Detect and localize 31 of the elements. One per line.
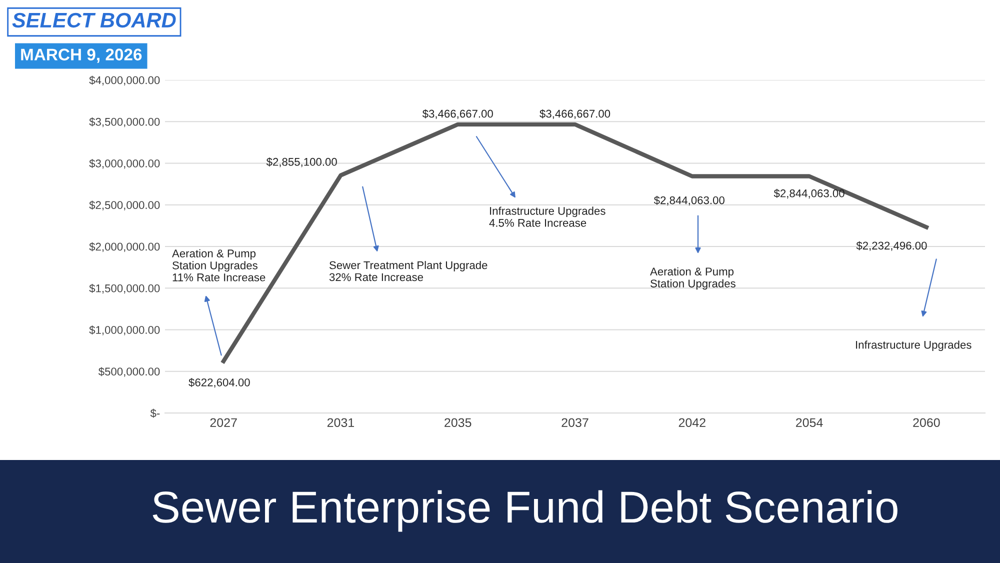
x-tick-label: 2042 <box>678 418 706 428</box>
y-tick-label: $2,000,000.00 <box>89 242 160 252</box>
annotation: Sewer Treatment Plant Upgrade 32% Rate Increase <box>329 260 488 282</box>
annotation: Aeration & Pump Station Upgrades 11% Rate Increase <box>172 249 266 282</box>
data-label: $2,855,100.00 <box>266 157 337 168</box>
y-tick-label: $3,000,000.00 <box>89 159 160 169</box>
y-tick-label: $2,500,000.00 <box>89 200 160 210</box>
x-tick-label: 2037 <box>562 418 588 428</box>
x-tick-label: 2035 <box>444 418 472 428</box>
data-label: $2,844,063.00 <box>774 188 844 199</box>
y-tick-label: $1,500,000.00 <box>89 284 160 294</box>
annotation: Aeration & Pump Station Upgrades <box>650 267 736 290</box>
y-tick-label: $3,500,000.00 <box>89 117 160 128</box>
y-tick-label: $500,000.00 <box>98 367 160 377</box>
y-tick-label: $1,000,000.00 <box>89 326 160 336</box>
annotation: Infrastructure Upgrades 4.5% Rate Increase <box>489 206 606 227</box>
text: MARCH 9, 2026 <box>21 48 142 63</box>
x-tick-label: 2054 <box>796 418 823 428</box>
data-label: $2,844,063.00 <box>654 196 724 206</box>
annotation: Infrastructure Upgrades <box>856 340 972 351</box>
x-tick-label: 2027 <box>210 418 237 428</box>
x-tick-label: 2060 <box>913 418 940 428</box>
data-label: $2,232,496.00 <box>856 241 927 251</box>
data-label: $622,604.00 <box>188 378 250 388</box>
y-tick-label: $4,000,000.00 <box>89 76 160 86</box>
text: Sewer Enterprise Fund Debt Scenario <box>152 490 898 532</box>
text: SELECT BOARD <box>12 12 176 28</box>
y-tick-label: $- <box>150 408 160 418</box>
data-label: $3,466,667.00 <box>422 109 493 119</box>
x-tick-label: 2031 <box>327 418 354 428</box>
data-label: $3,466,667.00 <box>540 109 610 119</box>
